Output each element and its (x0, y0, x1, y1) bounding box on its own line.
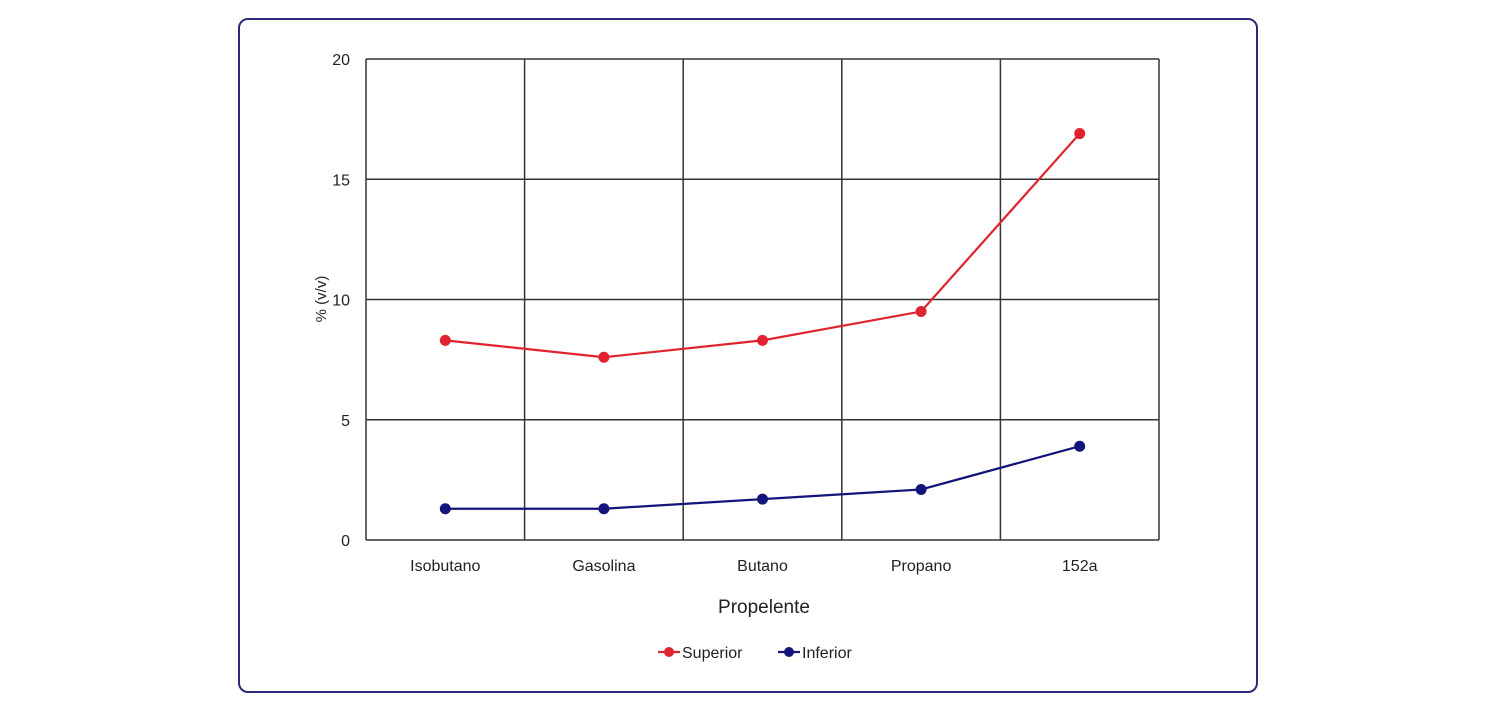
x-axis-label: Propelente (718, 597, 810, 618)
y-tick-label: 0 (341, 533, 350, 550)
data-point-inferior (757, 493, 768, 505)
legend: Superior Inferior (658, 645, 852, 662)
y-tick-label: 10 (332, 293, 350, 310)
data-point-superior (1074, 128, 1086, 140)
data-point-superior (757, 334, 768, 346)
legend-label: Superior (682, 645, 743, 662)
x-tick-label: Propano (891, 558, 952, 575)
x-tick-label: 152a (1062, 558, 1098, 575)
x-tick-label: Isobutano (410, 558, 480, 575)
x-tick-labels: Isobutano Gasolina Butano Propano 152a (410, 558, 1097, 575)
y-tick-label: 15 (332, 172, 350, 189)
data-point-superior (598, 351, 610, 363)
y-tick-label: 20 (332, 52, 350, 69)
data-point-superior (439, 334, 451, 346)
data-point-superior (915, 306, 927, 318)
y-tick-labels: 0 5 10 15 20 (332, 52, 350, 550)
data-point-inferior (439, 503, 451, 515)
x-tick-label: Butano (737, 558, 788, 575)
series-group (439, 128, 1086, 515)
legend-marker (664, 647, 674, 657)
y-axis-label: % (v/v) (313, 276, 330, 323)
y-tick-label: 5 (341, 413, 350, 430)
data-point-inferior (598, 503, 610, 515)
chart-frame (238, 18, 1258, 693)
legend-label: Inferior (802, 645, 852, 662)
legend-marker (784, 647, 794, 657)
data-point-inferior (1074, 440, 1086, 452)
grid (365, 58, 1160, 541)
x-tick-label: Gasolina (572, 558, 635, 575)
series-line-superior (445, 132, 1081, 359)
data-point-inferior (915, 483, 927, 495)
